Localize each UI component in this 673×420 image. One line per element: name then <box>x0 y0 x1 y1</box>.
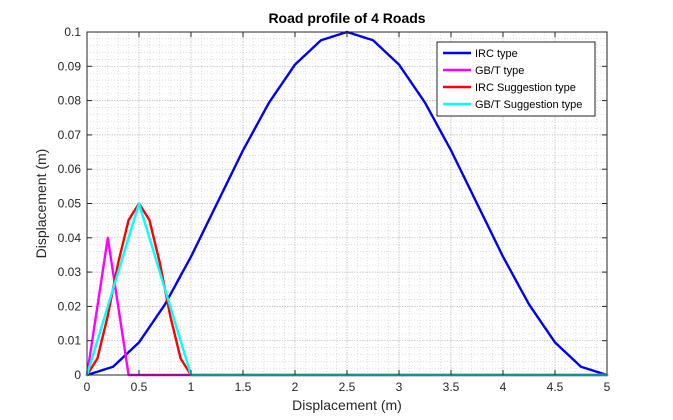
legend-entry-label: IRC type <box>475 48 518 60</box>
x-tick-label: 5 <box>604 380 611 394</box>
legend-entry-label: IRC Suggestion type <box>475 82 576 94</box>
y-tick-label: 0 <box>74 368 81 382</box>
series-line-3 <box>85 202 609 377</box>
y-tick-label: 0.01 <box>58 334 82 348</box>
x-tick-label: 0.5 <box>131 380 148 394</box>
legend-entry-label: GB/T Suggestion type <box>475 99 582 111</box>
x-tick-label: 1 <box>188 380 195 394</box>
y-tick-label: 0.09 <box>58 59 82 73</box>
y-axis-title: Displacement (m) <box>33 149 49 259</box>
y-tick-labels: 0 0.01 0.02 0.03 0.04 0.05 0.06 0.07 0.08 0.09 0.1 <box>58 25 82 382</box>
tick-marks <box>86 31 608 376</box>
x-tick-labels: 0 0.5 1 1.5 2 2.5 3 3.5 4 4.5 5 <box>84 380 611 394</box>
y-tick-label: 0.08 <box>58 94 82 108</box>
legend-entry-label: GB/T type <box>475 65 524 77</box>
x-tick-label: 3.5 <box>443 380 460 394</box>
y-tick-label: 0.03 <box>58 265 82 279</box>
y-tick-label: 0.05 <box>58 197 82 211</box>
x-tick-label: 4.5 <box>547 380 564 394</box>
x-tick-label: 2 <box>292 380 299 394</box>
y-tick-label: 0.04 <box>58 231 82 245</box>
x-tick-label: 3 <box>396 380 403 394</box>
x-tick-label: 1.5 <box>235 380 252 394</box>
x-tick-label: 2.5 <box>339 380 356 394</box>
y-tick-label: 0.06 <box>58 162 82 176</box>
chart-title: Road profile of 4 Roads <box>268 10 425 26</box>
y-tick-label: 0.1 <box>64 25 81 39</box>
x-tick-label: 0 <box>84 380 91 394</box>
y-tick-label: 0.07 <box>58 128 82 142</box>
legend: IRC type GB/T type IRC Suggestion type GB/T… <box>436 41 596 117</box>
x-tick-label: 4 <box>500 380 507 394</box>
y-tick-label: 0.02 <box>58 299 82 313</box>
x-axis-title: Displacement (m) <box>292 397 402 413</box>
